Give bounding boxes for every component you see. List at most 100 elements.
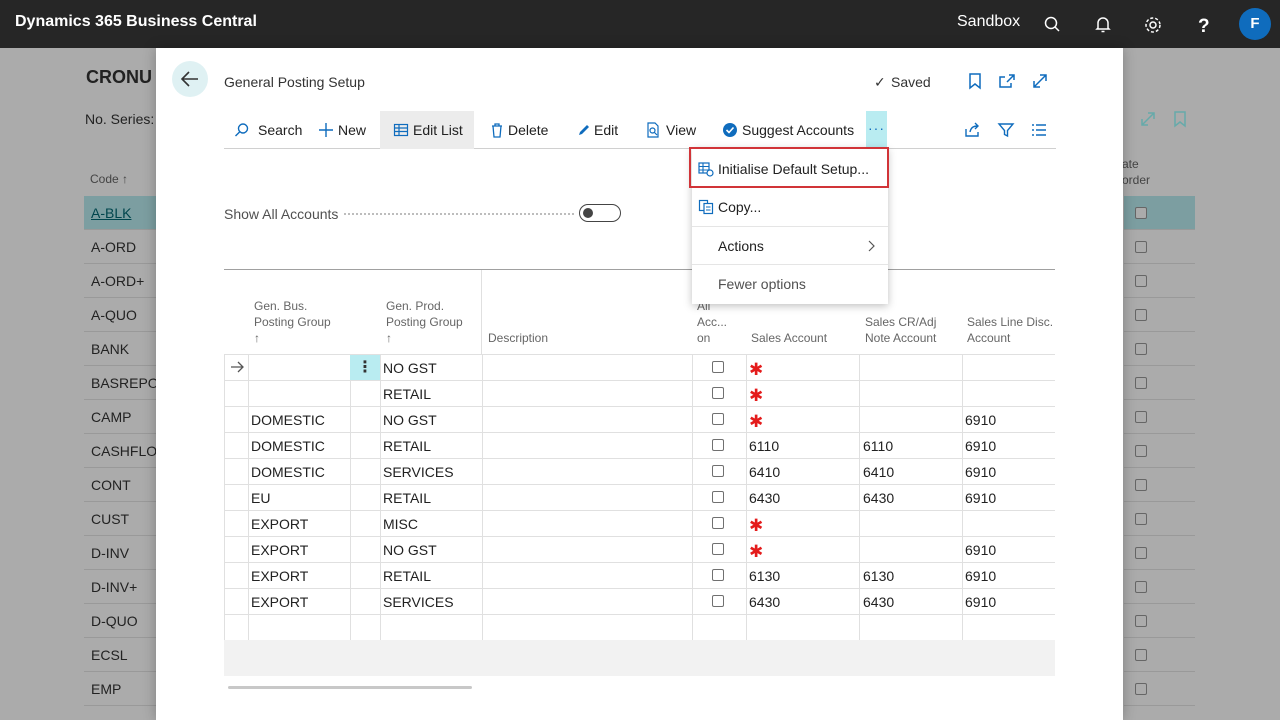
row-checkbox[interactable] bbox=[1135, 547, 1147, 559]
gen-prod-posting-group-header[interactable]: Gen. Prod. Posting Group ↑ bbox=[386, 299, 463, 345]
gen-prod-posting-group-cell[interactable]: RETAIL bbox=[383, 386, 431, 402]
gear-icon[interactable] bbox=[1141, 12, 1165, 36]
gen-bus-posting-group-cell[interactable]: DOMESTIC bbox=[251, 464, 325, 480]
description-cell[interactable] bbox=[486, 568, 686, 584]
app-title[interactable]: Dynamics 365 Business Central bbox=[15, 13, 257, 30]
list-item[interactable]: D-INV bbox=[84, 536, 164, 570]
all-accounts-checkbox[interactable] bbox=[712, 413, 724, 425]
row-checkbox[interactable] bbox=[1135, 411, 1147, 423]
gen-bus-posting-group-cell[interactable]: EXPORT bbox=[251, 516, 309, 532]
row-checkbox[interactable] bbox=[1135, 581, 1147, 593]
row-checkbox[interactable] bbox=[1135, 683, 1147, 695]
sales-line-disc-account-cell[interactable]: 6910 bbox=[965, 568, 997, 584]
list-item[interactable]: EMP bbox=[84, 672, 164, 706]
list-item[interactable]: ECSL bbox=[84, 638, 164, 672]
bell-icon[interactable] bbox=[1091, 12, 1115, 36]
description-cell[interactable] bbox=[486, 516, 686, 532]
description-cell[interactable] bbox=[486, 386, 686, 402]
all-accounts-checkbox[interactable] bbox=[712, 361, 724, 373]
open-new-window-icon[interactable] bbox=[997, 72, 1017, 90]
sales-line-disc-account-cell[interactable]: 6910 bbox=[965, 438, 997, 454]
edit-list-action[interactable]: Edit List bbox=[380, 111, 474, 149]
sales-line-disc-account-cell[interactable]: 6910 bbox=[965, 490, 997, 506]
sales-line-disc-account-cell[interactable]: 6910 bbox=[965, 594, 997, 610]
sales-line-disc-account-cell[interactable]: 6910 bbox=[965, 412, 997, 428]
row-checkbox[interactable] bbox=[1135, 241, 1147, 253]
description-cell[interactable] bbox=[486, 464, 686, 480]
all-accounts-checkbox[interactable] bbox=[712, 491, 724, 503]
all-accounts-checkbox[interactable] bbox=[712, 517, 724, 529]
list-item[interactable]: A-QUO bbox=[84, 298, 164, 332]
all-accounts-header[interactable]: All Acc... on bbox=[697, 299, 728, 345]
row-checkbox[interactable] bbox=[1135, 445, 1147, 457]
row-checkbox[interactable] bbox=[1135, 309, 1147, 321]
sales-line-disc-account-cell[interactable]: 6910 bbox=[965, 464, 997, 480]
sales-line-disc-account-cell[interactable]: 6910 bbox=[965, 542, 997, 558]
row-checkbox[interactable] bbox=[1135, 649, 1147, 661]
gen-bus-posting-group-cell[interactable]: EXPORT bbox=[251, 594, 309, 610]
gen-prod-posting-group-cell[interactable]: NO GST bbox=[383, 412, 437, 428]
environment-label[interactable]: Sandbox bbox=[957, 13, 1021, 30]
edit-action[interactable]: Edit bbox=[576, 111, 618, 149]
gen-bus-posting-group-cell[interactable]: DOMESTIC bbox=[251, 438, 325, 454]
all-accounts-checkbox[interactable] bbox=[712, 543, 724, 555]
sales-cr-adj-account-cell[interactable]: 6410 bbox=[863, 464, 895, 480]
gen-bus-posting-group-cell[interactable]: DOMESTIC bbox=[251, 412, 325, 428]
sales-account-header[interactable]: Sales Account bbox=[751, 331, 828, 345]
list-item[interactable]: CASHFLOW bbox=[84, 434, 164, 468]
gen-prod-posting-group-cell[interactable]: RETAIL bbox=[383, 568, 431, 584]
row-checkbox[interactable] bbox=[1135, 479, 1147, 491]
all-accounts-checkbox[interactable] bbox=[712, 387, 724, 399]
description-cell[interactable] bbox=[486, 490, 686, 506]
row-menu-button[interactable]: ⋮ bbox=[350, 355, 380, 380]
horizontal-scrollbar[interactable] bbox=[228, 686, 472, 689]
list-item[interactable]: BANK bbox=[84, 332, 164, 366]
avatar[interactable]: F bbox=[1239, 8, 1271, 40]
all-accounts-checkbox[interactable] bbox=[712, 595, 724, 607]
list-view-icon[interactable] bbox=[1030, 121, 1048, 139]
sales-cr-adj-account-cell[interactable]: 6430 bbox=[863, 490, 895, 506]
list-item[interactable]: A-ORD bbox=[84, 230, 164, 264]
gen-prod-posting-group-cell[interactable]: NO GST bbox=[383, 542, 437, 558]
row-checkbox[interactable] bbox=[1135, 513, 1147, 525]
list-item[interactable]: CUST bbox=[84, 502, 164, 536]
sales-cr-adj-account-cell[interactable]: 6110 bbox=[863, 438, 894, 454]
gen-prod-posting-group-cell[interactable]: RETAIL bbox=[383, 438, 431, 454]
description-cell[interactable] bbox=[486, 542, 686, 558]
expand-icon[interactable] bbox=[1031, 72, 1049, 90]
sales-account-cell[interactable]: 6110 bbox=[749, 438, 780, 454]
list-item[interactable]: BASREPOR bbox=[84, 366, 164, 400]
back-button[interactable] bbox=[172, 61, 208, 97]
gen-prod-posting-group-cell[interactable]: NO GST bbox=[383, 360, 437, 376]
fewer-options-item[interactable]: Fewer options bbox=[692, 265, 888, 303]
description-cell[interactable] bbox=[486, 412, 686, 428]
description-header[interactable]: Description bbox=[488, 331, 549, 345]
initialise-default-setup-item[interactable]: Initialise Default Setup... bbox=[692, 150, 888, 188]
gen-bus-posting-group-cell[interactable]: EU bbox=[251, 490, 271, 506]
delete-action[interactable]: Delete bbox=[489, 111, 548, 149]
sales-cr-adj-note-account-header[interactable]: Sales CR/Adj Note Account bbox=[865, 315, 937, 345]
sales-cr-adj-account-cell[interactable]: 6130 bbox=[863, 568, 895, 584]
bookmark-icon[interactable] bbox=[967, 72, 983, 90]
gen-bus-posting-group-cell[interactable]: EXPORT bbox=[251, 542, 309, 558]
description-cell[interactable] bbox=[486, 594, 686, 610]
sales-account-cell[interactable]: 6430 bbox=[749, 594, 781, 610]
gen-bus-posting-group-cell[interactable]: EXPORT bbox=[251, 568, 309, 584]
search-icon[interactable] bbox=[1041, 12, 1065, 36]
view-action[interactable]: View bbox=[645, 111, 696, 149]
more-options-button[interactable]: ··· bbox=[866, 111, 887, 149]
sales-account-cell[interactable]: 6130 bbox=[749, 568, 781, 584]
sales-cr-adj-account-cell[interactable]: 6430 bbox=[863, 594, 895, 610]
share-icon[interactable] bbox=[963, 121, 981, 139]
description-cell[interactable] bbox=[486, 360, 686, 376]
all-accounts-checkbox[interactable] bbox=[712, 439, 724, 451]
sales-account-cell[interactable]: 6430 bbox=[749, 490, 781, 506]
description-cell[interactable] bbox=[486, 438, 686, 454]
all-accounts-checkbox[interactable] bbox=[712, 465, 724, 477]
row-checkbox[interactable] bbox=[1135, 615, 1147, 627]
gen-prod-posting-group-cell[interactable]: SERVICES bbox=[383, 594, 454, 610]
list-item[interactable]: D-QUO bbox=[84, 604, 164, 638]
suggest-accounts-action[interactable]: Suggest Accounts bbox=[722, 111, 854, 149]
gen-bus-posting-group-header[interactable]: Gen. Bus. Posting Group ↑ bbox=[254, 299, 331, 345]
copy-item[interactable]: Copy... bbox=[692, 188, 888, 226]
